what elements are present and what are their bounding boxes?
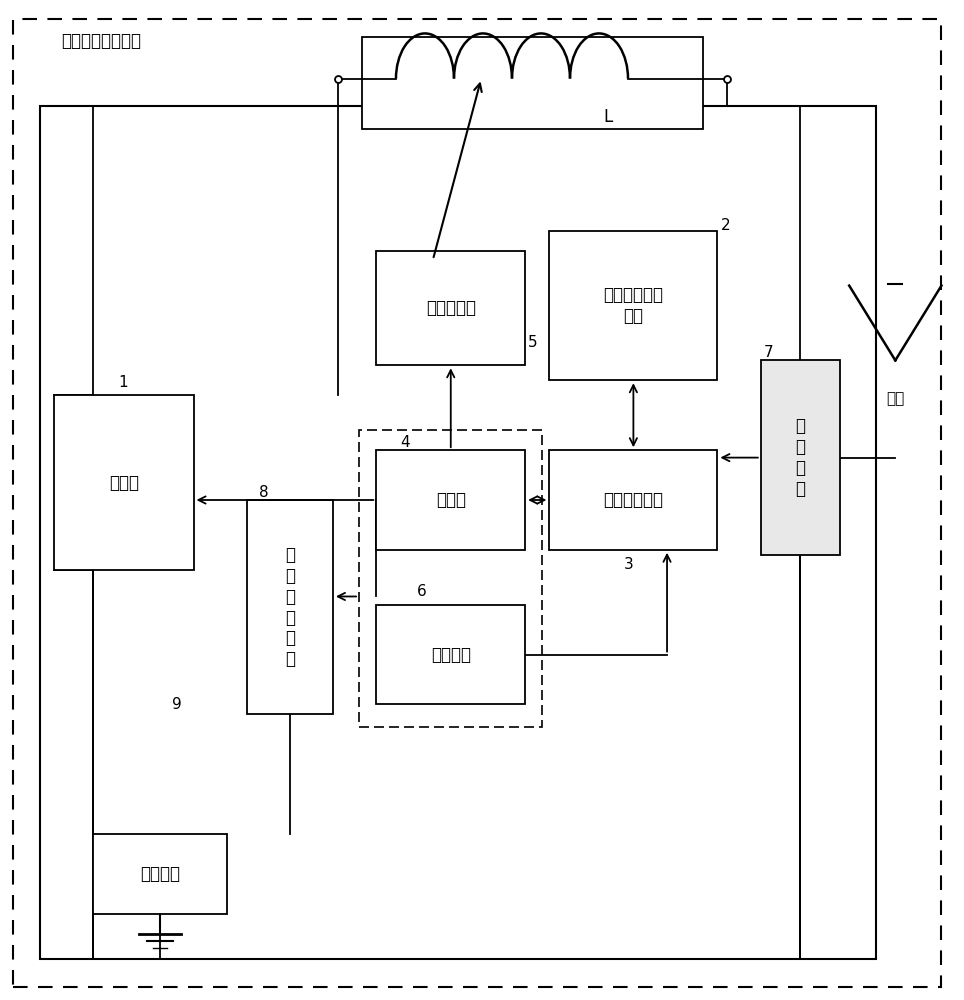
Bar bbox=[549, 450, 717, 550]
Bar bbox=[93, 834, 228, 914]
Text: 天线阻抗测试系统: 天线阻抗测试系统 bbox=[61, 32, 141, 50]
Bar bbox=[359, 430, 542, 727]
Text: 3: 3 bbox=[625, 557, 634, 572]
Text: 7: 7 bbox=[763, 345, 773, 360]
Text: 5: 5 bbox=[528, 335, 538, 350]
Text: 1: 1 bbox=[119, 375, 128, 390]
Bar bbox=[40, 106, 876, 959]
Text: 9: 9 bbox=[173, 697, 182, 712]
Bar bbox=[376, 450, 525, 550]
Bar bbox=[247, 500, 333, 714]
Text: 8: 8 bbox=[259, 485, 269, 500]
Text: 控制器: 控制器 bbox=[436, 491, 466, 509]
Text: 4: 4 bbox=[400, 435, 410, 450]
Bar bbox=[549, 231, 717, 380]
Bar bbox=[376, 605, 525, 704]
Bar bbox=[54, 395, 194, 570]
Text: 电感电阻测试
模块: 电感电阻测试 模块 bbox=[603, 286, 663, 325]
Text: 高压源: 高压源 bbox=[109, 474, 139, 492]
Text: 保护电阻: 保护电阻 bbox=[140, 865, 180, 883]
Text: 天线: 天线 bbox=[886, 391, 904, 406]
Text: 2: 2 bbox=[720, 218, 730, 233]
Text: 数据处理模块: 数据处理模块 bbox=[603, 491, 663, 509]
Text: 6: 6 bbox=[416, 584, 426, 599]
Text: 分
压
网
络: 分 压 网 络 bbox=[795, 417, 805, 498]
Text: L: L bbox=[602, 108, 612, 126]
Bar bbox=[376, 251, 525, 365]
Bar bbox=[761, 360, 840, 555]
Bar bbox=[362, 37, 703, 129]
Text: 采集模块: 采集模块 bbox=[431, 646, 470, 664]
Text: 光
控
开
关
模
块: 光 控 开 关 模 块 bbox=[284, 546, 295, 668]
Text: 步进驱动器: 步进驱动器 bbox=[426, 299, 476, 317]
